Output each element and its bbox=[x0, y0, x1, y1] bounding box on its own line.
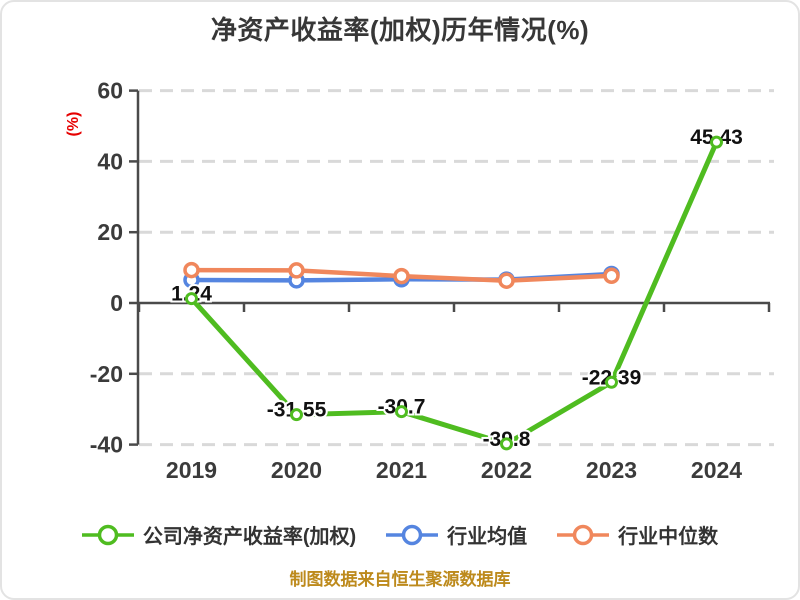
industry-mean-legend-marker-icon bbox=[386, 524, 439, 545]
chart-title: 净资产收益率(加权)历年情况(%) bbox=[210, 15, 590, 45]
industry-median-point-marker bbox=[603, 267, 620, 284]
y-tick-label: 60 bbox=[97, 78, 123, 104]
legend-circle bbox=[572, 524, 594, 545]
x-tick-label: 2022 bbox=[481, 457, 532, 483]
data-source-note: 制图数据来自恒生聚源数据库 bbox=[289, 570, 511, 589]
y-tick-label: 0 bbox=[110, 290, 123, 316]
legend-item-company-roe: 公司净资产收益率(加权) bbox=[81, 520, 357, 549]
legend-circle bbox=[97, 524, 119, 545]
industry-median-point-marker bbox=[498, 272, 515, 289]
legend-label: 行业中位数 bbox=[618, 526, 719, 548]
y-tick-label: 40 bbox=[97, 148, 123, 174]
company-roe-point-marker bbox=[500, 437, 513, 451]
legend-item-industry-mean: 行业均值 bbox=[386, 520, 527, 549]
company-roe-point-marker bbox=[185, 292, 198, 306]
company-roe-point-marker bbox=[395, 405, 408, 419]
chart-legend: 公司净资产收益率(加权) 行业均值 行业中位数 bbox=[2, 520, 798, 549]
legend-circle bbox=[401, 524, 423, 545]
x-tick-label: 2023 bbox=[586, 457, 637, 483]
legend-item-industry-median: 行业中位数 bbox=[557, 520, 718, 549]
x-tick-label: 2020 bbox=[271, 457, 322, 483]
industry-median-legend-marker-icon bbox=[557, 524, 610, 545]
company-roe-point-marker bbox=[605, 375, 618, 389]
y-tick-label: -40 bbox=[90, 432, 123, 458]
legend-label: 行业均值 bbox=[447, 526, 528, 548]
company-roe-line bbox=[189, 139, 719, 447]
company-roe-legend-marker-icon bbox=[81, 524, 134, 545]
legend-label: 公司净资产收益率(加权) bbox=[142, 526, 357, 548]
x-tick-label: 2024 bbox=[691, 457, 742, 483]
x-tick-label: 2021 bbox=[376, 457, 427, 483]
industry-median-point-marker bbox=[288, 262, 305, 279]
industry-median-point-marker bbox=[393, 267, 410, 285]
x-tick-label: 2019 bbox=[166, 457, 217, 483]
company-roe-point-marker bbox=[710, 135, 723, 149]
y-tick-label: -20 bbox=[90, 361, 123, 387]
company-roe-point-marker bbox=[290, 408, 303, 422]
industry-median-point-marker bbox=[183, 261, 200, 279]
y-tick-label: 20 bbox=[97, 219, 123, 245]
